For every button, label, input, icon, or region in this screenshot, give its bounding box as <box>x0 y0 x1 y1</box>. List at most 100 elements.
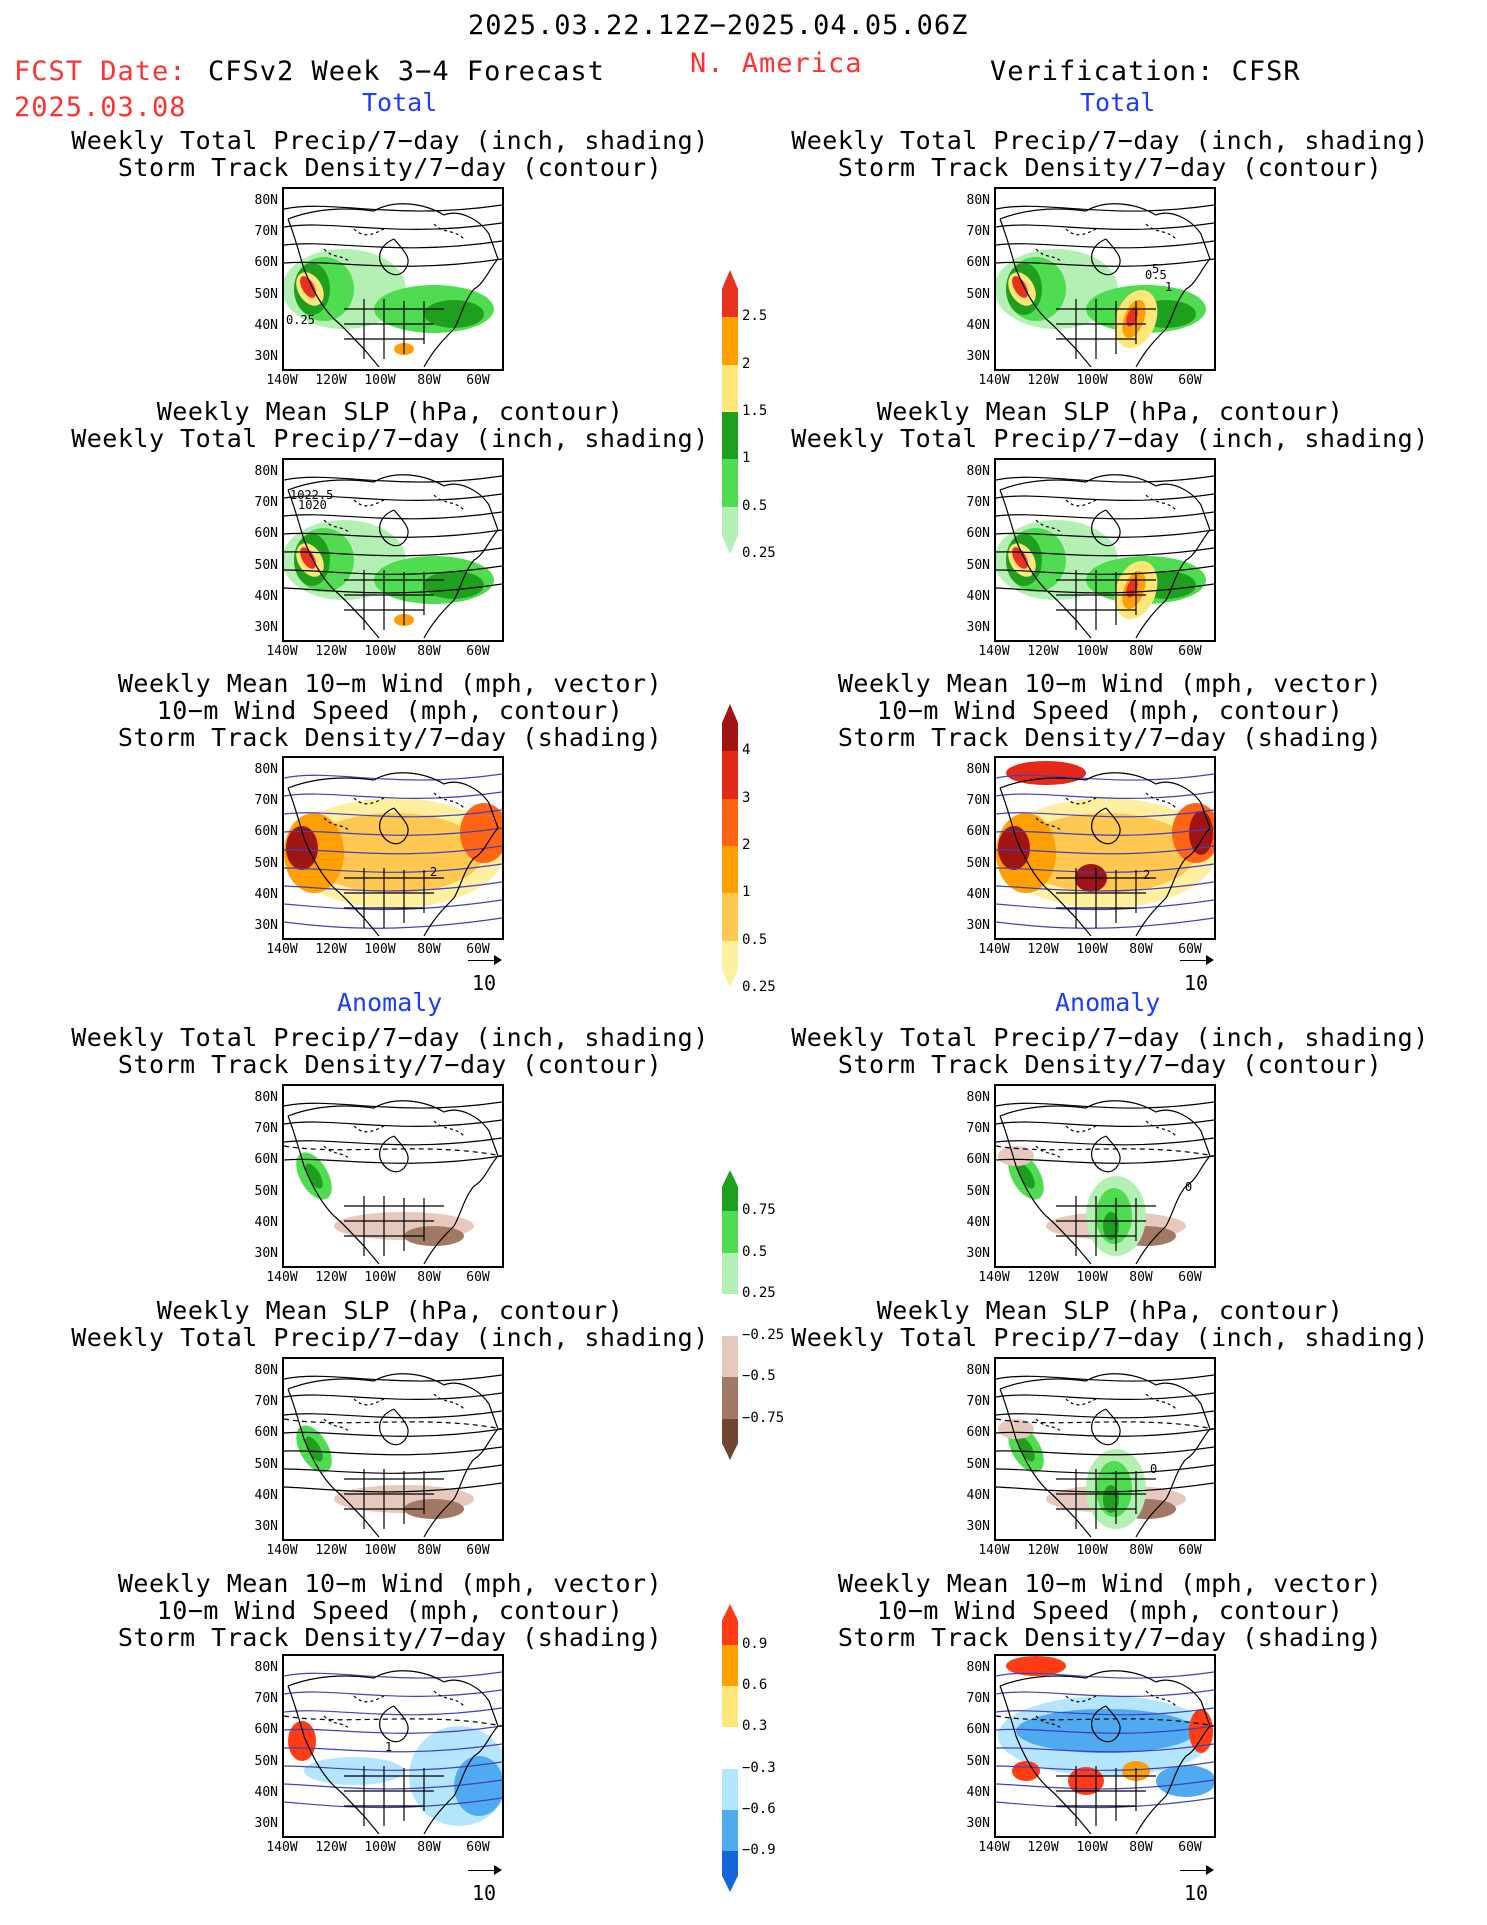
lon-tick-label: 140W <box>266 1840 298 1855</box>
contour-line <box>284 899 502 911</box>
colorbar-precip-total <box>722 270 738 554</box>
lon-tick-label: 60W <box>1178 644 1202 659</box>
vector-reference-label: 10 <box>1183 1881 1209 1905</box>
island-outlines <box>1035 792 1177 831</box>
lat-tick-label: 60N <box>254 1722 278 1738</box>
state-borders <box>1056 570 1156 630</box>
contour-value-label: 5 <box>1152 262 1160 276</box>
contour-line <box>284 1464 502 1474</box>
panel-title-line: Weekly Mean SLP (hPa, contour) <box>876 1296 1344 1325</box>
colorbar-storm-total <box>722 704 738 988</box>
contour-line <box>284 773 502 781</box>
contour-line <box>284 1428 502 1437</box>
panel-title-line: Storm Track Density/7−day (contour) <box>837 153 1383 182</box>
lat-tick-label: 80N <box>254 1660 278 1675</box>
colorbar-swatch <box>722 270 738 318</box>
lon-tick-label: 120W <box>315 373 347 388</box>
state-borders <box>1056 1196 1156 1256</box>
lon-tick-label: 80W <box>1129 942 1153 957</box>
lat-tick-label: 70N <box>966 224 990 240</box>
lat-tick-label: 80N <box>966 193 990 208</box>
contour-line <box>996 493 1214 501</box>
precip-area-max <box>1012 276 1028 298</box>
map-forecast-slp-total <box>282 458 504 642</box>
storm-density-arctic <box>1006 761 1086 785</box>
contour-line <box>996 1446 1214 1456</box>
contour-value-label: 0 <box>1150 1462 1158 1476</box>
colorbar-swatch <box>722 1211 738 1253</box>
lat-tick-label: 50N <box>254 557 278 573</box>
contour-line <box>996 845 1214 855</box>
contour-line <box>996 1392 1214 1400</box>
lon-tick-label: 120W <box>315 1840 347 1855</box>
map-forecast-wind-anomaly <box>282 1654 504 1838</box>
lon-tick-label: 100W <box>364 1840 396 1855</box>
lat-tick-label: 50N <box>254 1183 278 1199</box>
map-canvas <box>284 203 502 368</box>
island-outlines <box>1035 1120 1177 1159</box>
hudson-bay-outline <box>1091 509 1121 547</box>
colorbar-swatch <box>722 364 738 412</box>
lat-tick-label: 70N <box>254 793 278 809</box>
coastline <box>999 772 1211 937</box>
lon-tick-label: 100W <box>364 644 396 659</box>
lon-tick-label: 140W <box>978 1270 1010 1285</box>
panel-title-line: Weekly Total Precip/7−day (inch, shading… <box>791 126 1429 155</box>
colorbar-tick-label: −0.3 <box>742 1759 776 1776</box>
lat-tick-label: 60N <box>966 824 990 840</box>
colorbar-swatch <box>722 1768 738 1810</box>
map-verification-precip-total <box>994 187 1216 371</box>
lon-tick-label: 80W <box>417 373 441 388</box>
contour-line <box>996 1797 1214 1809</box>
panel-title-line: Weekly Mean 10−m Wind (mph, vector) <box>837 669 1383 698</box>
panel-title-line: Weekly Total Precip/7−day (inch, shading… <box>791 1023 1429 1052</box>
lat-tick-label: 30N <box>966 1246 990 1261</box>
lon-tick-label: 120W <box>315 1270 347 1285</box>
precip-anom-west-dry <box>998 1146 1034 1166</box>
contour-value-label: 2 <box>1143 868 1151 882</box>
contour-line <box>284 565 502 575</box>
arrow-icon <box>468 1865 502 1881</box>
map-canvas <box>996 1373 1214 1538</box>
colorbar-tick-label: 1.5 <box>742 403 768 419</box>
precip-anom-west-max <box>305 1436 323 1462</box>
hudson-bay-outline <box>1091 1408 1121 1446</box>
colorbar-swatch <box>722 1252 738 1295</box>
colorbar-swatch <box>722 1686 738 1728</box>
contour-line <box>996 1119 1214 1127</box>
lon-tick-label: 120W <box>315 942 347 957</box>
vector-reference-arrow: 10 <box>464 1865 504 1905</box>
contour-line <box>284 493 502 501</box>
map-verification-slp-total <box>994 458 1216 642</box>
contour-line <box>996 547 1214 557</box>
lat-tick-label: 60N <box>966 1152 990 1168</box>
lon-tick-label: 140W <box>266 644 298 659</box>
storm-anom-east-negative-core <box>454 1756 502 1816</box>
contour-line <box>996 1725 1214 1734</box>
colorbar-swatch <box>722 893 738 941</box>
colorbar-swatch <box>722 412 738 460</box>
lat-tick-label: 80N <box>254 464 278 479</box>
negative-contour <box>996 1145 1214 1157</box>
colorbar-tick-label: 2 <box>742 355 751 372</box>
lon-tick-label: 60W <box>466 1840 490 1855</box>
contour-line <box>996 1464 1214 1474</box>
contour-line <box>284 1779 502 1790</box>
panel-title-line: Weekly Mean 10−m Wind (mph, vector) <box>117 1569 663 1598</box>
island-outlines <box>323 223 465 262</box>
lon-tick-label: 80W <box>417 1840 441 1855</box>
lat-tick-label: 80N <box>966 464 990 479</box>
lon-tick-label: 80W <box>1129 1840 1153 1855</box>
lon-tick-label: 120W <box>315 1543 347 1558</box>
island-outlines <box>323 792 465 831</box>
contour-value-label: 1020 <box>298 498 327 512</box>
contour-value-label: 1022.5 <box>290 488 334 502</box>
storm-density-west-max <box>286 826 318 870</box>
contour-line <box>996 511 1214 520</box>
lon-tick-label: 140W <box>978 373 1010 388</box>
section-total-forecast: Total <box>362 88 438 117</box>
contour-line <box>996 1779 1214 1790</box>
state-borders <box>344 868 444 928</box>
contour-line <box>284 547 502 557</box>
lat-tick-label: 30N <box>966 1519 990 1534</box>
